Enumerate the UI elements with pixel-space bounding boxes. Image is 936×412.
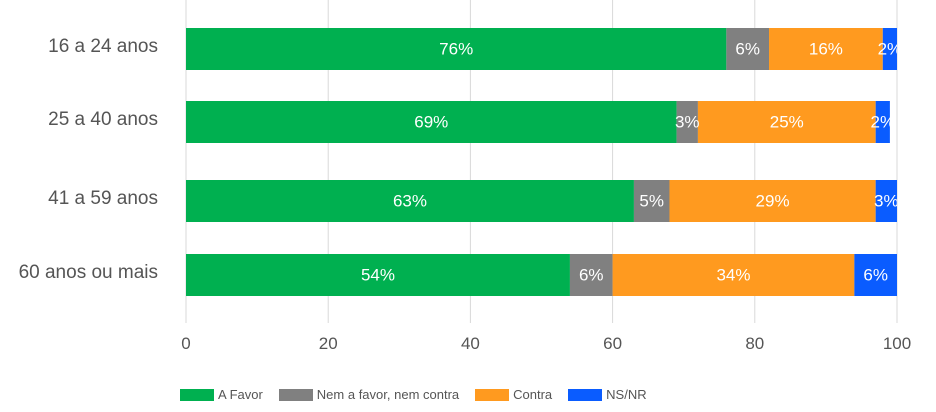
x-tick-label: 0 bbox=[181, 334, 190, 353]
bar-data-label: 76% bbox=[439, 39, 473, 58]
bar-data-label: 6% bbox=[863, 265, 888, 284]
bar-segment bbox=[726, 28, 770, 70]
legend-swatch bbox=[475, 388, 510, 401]
x-tick-label: 80 bbox=[745, 334, 764, 353]
data-labels: 76% 6% 16% 2% 69% 3% 25% 2% 63% 5% 29% 3% 54% 6% 34% 6% bbox=[361, 39, 903, 284]
bar-segment bbox=[769, 28, 883, 70]
legend-label: A Favor bbox=[218, 387, 263, 402]
legend-item: Contra bbox=[475, 387, 552, 402]
bar-segment bbox=[875, 101, 890, 143]
y-axis-labels: 16 a 24 anos 25 a 40 anos 41 a 59 anos 60 a… bbox=[19, 36, 158, 283]
bar-segment bbox=[186, 254, 570, 296]
bar-data-label: 3% bbox=[874, 191, 899, 210]
legend: A Favor Nem a favor, nem contra Contra NS/N… bbox=[180, 387, 663, 402]
bar-data-label: 25% bbox=[770, 112, 804, 131]
bar-data-label: 29% bbox=[756, 191, 790, 210]
bar-data-label: 2% bbox=[878, 39, 903, 58]
legend-item: A Favor bbox=[180, 387, 263, 402]
x-tick-label: 100 bbox=[883, 334, 911, 353]
bars bbox=[186, 28, 897, 296]
bar-segment bbox=[697, 101, 876, 143]
bar-segment bbox=[875, 180, 897, 222]
legend-item: Nem a favor, nem contra bbox=[278, 387, 460, 402]
y-category-label: 60 anos ou mais bbox=[19, 262, 158, 283]
bar-segment bbox=[186, 180, 634, 222]
y-category-label: 41 a 59 anos bbox=[48, 188, 158, 209]
legend-swatch bbox=[180, 388, 214, 401]
bar-data-label: 69% bbox=[414, 112, 448, 131]
bar-data-label: 6% bbox=[735, 39, 760, 58]
bar-segment bbox=[669, 180, 876, 222]
x-tick-label: 60 bbox=[603, 334, 622, 353]
bar-data-label: 2% bbox=[870, 112, 895, 131]
legend-item: NS/NR bbox=[568, 387, 647, 402]
bar-data-label: 34% bbox=[716, 265, 750, 284]
y-category-label: 16 a 24 anos bbox=[48, 36, 158, 57]
x-axis-tick-labels: 0 20 40 60 80 100 bbox=[181, 334, 911, 353]
legend-label: NS/NR bbox=[606, 387, 647, 402]
bar-data-label: 5% bbox=[639, 191, 664, 210]
legend-swatch bbox=[568, 388, 603, 401]
bar-data-label: 3% bbox=[675, 112, 700, 131]
bar-data-label: 16% bbox=[809, 39, 843, 58]
bar-segment bbox=[676, 101, 698, 143]
bar-data-label: 63% bbox=[393, 191, 427, 210]
bar-segment bbox=[569, 254, 613, 296]
bar-segment bbox=[854, 254, 897, 296]
bar-data-label: 54% bbox=[361, 265, 395, 284]
bar-segment bbox=[612, 254, 855, 296]
bar-segment bbox=[186, 101, 677, 143]
legend-swatch bbox=[278, 388, 313, 401]
bar-segment bbox=[882, 28, 897, 70]
bar-segment bbox=[186, 28, 727, 70]
y-category-label: 25 a 40 anos bbox=[48, 109, 158, 130]
bar-segment bbox=[633, 180, 670, 222]
x-tick-label: 20 bbox=[319, 334, 338, 353]
bar-data-label: 6% bbox=[579, 265, 604, 284]
legend-label: Contra bbox=[513, 387, 553, 402]
legend-label: Nem a favor, nem contra bbox=[316, 387, 460, 402]
x-tick-label: 40 bbox=[461, 334, 480, 353]
